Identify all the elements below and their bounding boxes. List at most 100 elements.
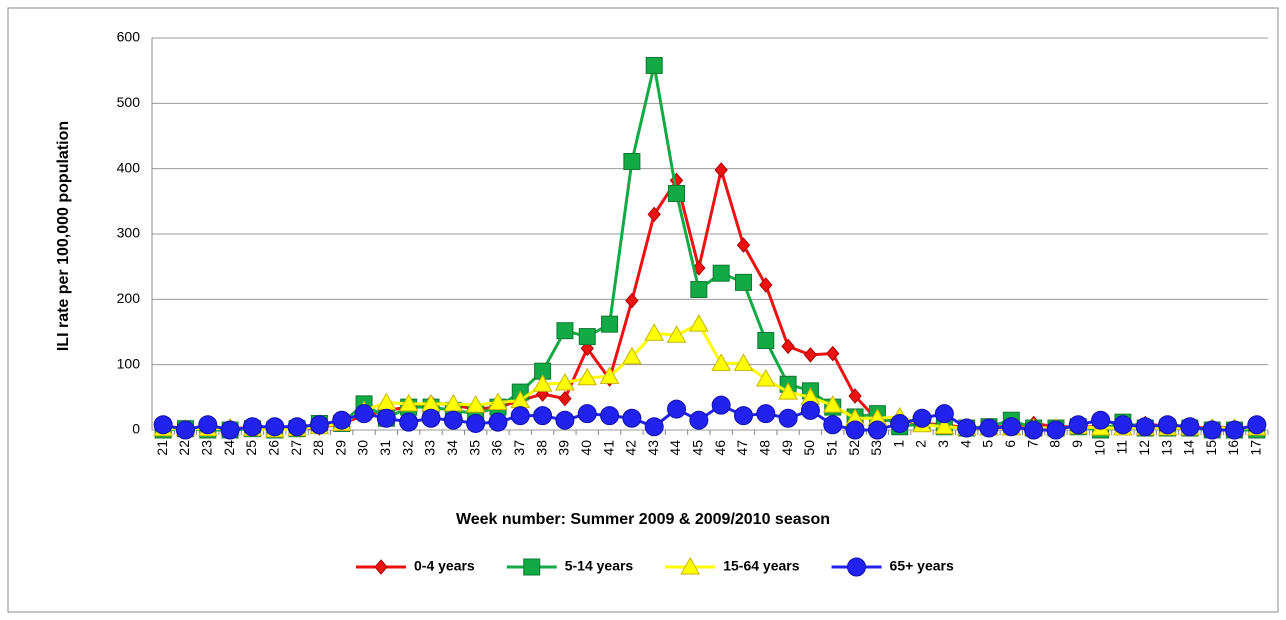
marker (644, 323, 665, 341)
x-tick-label: 37 (511, 440, 527, 456)
x-tick-label: 4 (957, 440, 973, 448)
marker (1247, 415, 1267, 435)
marker (689, 410, 709, 430)
marker (309, 415, 329, 435)
legend-label: 15-64 years (723, 558, 800, 574)
x-tick-label: 8 (1047, 440, 1063, 448)
marker (757, 331, 775, 349)
marker (1001, 417, 1021, 437)
x-tick-label: 1 (890, 440, 906, 448)
marker (1225, 420, 1245, 440)
marker (399, 412, 419, 432)
marker (1068, 415, 1088, 435)
legend-label: 65+ years (890, 558, 954, 574)
marker (287, 417, 307, 437)
marker (354, 404, 374, 424)
y-tick-label: 400 (117, 159, 141, 175)
marker (421, 408, 441, 428)
x-tick-label: 6 (1002, 440, 1018, 448)
marker (666, 325, 687, 343)
marker (465, 395, 486, 413)
marker (578, 328, 596, 346)
marker (622, 408, 642, 428)
x-tick-label: 16 (1225, 440, 1241, 456)
marker (555, 372, 575, 391)
x-tick-label: 53 (868, 440, 884, 456)
marker (668, 184, 686, 202)
marker (647, 206, 661, 223)
marker (556, 322, 574, 340)
marker (443, 410, 463, 430)
x-tick-label: 13 (1158, 440, 1174, 456)
x-tick-label: 3 (935, 440, 951, 448)
x-tick-label: 48 (757, 440, 773, 456)
marker (558, 390, 572, 407)
x-tick-label: 28 (310, 440, 326, 456)
marker (733, 353, 754, 371)
marker (153, 415, 173, 435)
x-tick-label: 50 (801, 440, 817, 456)
marker (778, 408, 798, 428)
y-tick-label: 500 (117, 94, 141, 110)
marker (890, 413, 910, 433)
x-tick-label: 45 (690, 440, 706, 456)
marker (625, 292, 639, 309)
marker (979, 418, 999, 438)
x-tick-label: 2 (913, 440, 929, 448)
x-tick-label: 23 (199, 440, 215, 456)
marker (711, 353, 732, 371)
x-tick-label: 49 (779, 440, 795, 456)
x-tick-label: 15 (1203, 440, 1219, 456)
marker (688, 314, 709, 332)
marker (577, 367, 598, 386)
x-tick-label: 31 (377, 440, 393, 456)
marker (1202, 420, 1222, 440)
x-tick-label: 22 (176, 440, 192, 456)
y-tick-label: 600 (117, 29, 141, 45)
y-axis-title: ILI rate per 100,000 population (55, 121, 72, 351)
marker (734, 273, 752, 291)
marker (601, 315, 619, 333)
marker (714, 162, 728, 178)
marker (803, 347, 818, 363)
marker (736, 237, 751, 253)
x-tick-label: 36 (489, 440, 505, 456)
marker (847, 557, 867, 577)
x-tick-label: 7 (1024, 440, 1040, 448)
x-tick-label: 44 (667, 440, 683, 456)
x-tick-label: 11 (1114, 440, 1130, 455)
x-tick-label: 12 (1136, 440, 1152, 456)
marker (488, 392, 508, 411)
marker (756, 404, 776, 424)
x-tick-label: 52 (846, 440, 862, 456)
marker (1046, 420, 1066, 440)
marker (711, 395, 731, 415)
marker (398, 393, 419, 412)
x-tick-label: 9 (1069, 440, 1085, 448)
x-tick-label: 47 (734, 440, 750, 456)
marker (332, 410, 352, 430)
x-tick-label: 41 (600, 440, 616, 456)
marker (220, 420, 240, 440)
x-tick-label: 21 (154, 440, 170, 456)
marker (555, 410, 575, 430)
marker (600, 406, 620, 426)
x-tick-label: 25 (243, 440, 259, 456)
marker (510, 406, 530, 426)
marker (733, 406, 753, 426)
marker (1091, 410, 1111, 430)
marker (934, 404, 954, 424)
marker (823, 415, 843, 435)
x-tick-label: 17 (1248, 440, 1264, 456)
marker (644, 417, 664, 437)
marker (826, 345, 840, 362)
marker (1180, 417, 1200, 437)
x-tick-label: 39 (556, 440, 572, 456)
y-tick-label: 200 (117, 290, 141, 306)
x-tick-label: 43 (645, 440, 661, 456)
marker (667, 399, 687, 419)
marker (934, 416, 955, 435)
y-tick-label: 300 (117, 225, 141, 241)
marker (198, 415, 218, 435)
